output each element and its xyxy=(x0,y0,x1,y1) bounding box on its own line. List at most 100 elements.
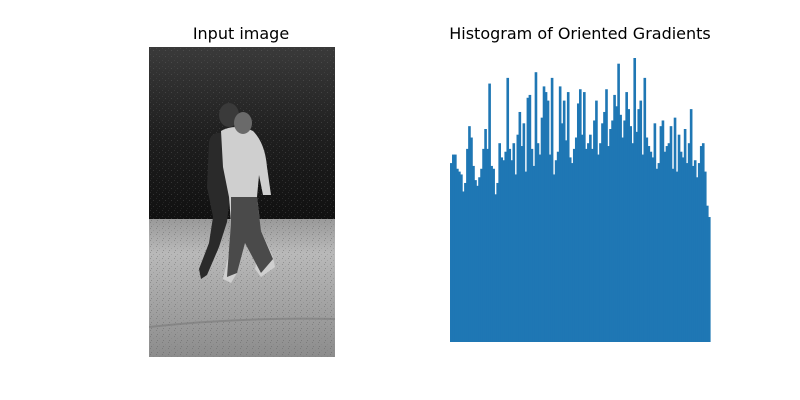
hog-bar xyxy=(705,205,709,342)
hog-bar xyxy=(500,157,504,342)
hog-bar xyxy=(651,157,655,342)
hog-bar xyxy=(691,165,695,342)
hog-bar xyxy=(532,165,536,342)
hog-bar xyxy=(593,120,596,342)
hog-bar xyxy=(538,154,542,342)
hog-bar xyxy=(542,86,546,343)
hog-bar xyxy=(578,89,582,343)
hog-bar xyxy=(617,63,620,343)
hog-bar xyxy=(699,146,703,342)
hog-bar xyxy=(581,134,584,342)
hog-bar xyxy=(599,143,602,342)
hog-bar xyxy=(665,146,669,342)
hog-plot xyxy=(450,58,711,343)
hog-bar xyxy=(625,92,628,342)
hog-bar xyxy=(562,100,566,342)
hog-bar xyxy=(591,148,594,342)
hog-bar xyxy=(687,143,691,342)
hog-bar xyxy=(601,123,604,342)
hog-bar xyxy=(635,131,639,342)
hog-bar xyxy=(609,129,612,342)
hog-bar xyxy=(570,163,574,342)
hog-bar xyxy=(701,143,705,342)
hog-bar xyxy=(518,111,522,343)
hog-bar xyxy=(613,94,616,342)
input-image xyxy=(149,47,335,357)
hog-bar xyxy=(633,58,637,342)
hog-bar xyxy=(583,92,586,342)
hog-bar xyxy=(629,126,632,342)
walking-people xyxy=(199,103,275,283)
hog-bar xyxy=(605,89,608,343)
hog-bar xyxy=(472,165,475,342)
hog-bar xyxy=(607,146,610,342)
hog-bar xyxy=(693,160,697,342)
hog-bar xyxy=(639,100,643,342)
hog-bar xyxy=(466,148,469,342)
hog-bar xyxy=(568,157,572,342)
hog-bar xyxy=(589,134,592,342)
hog-bar xyxy=(677,134,681,342)
hog-bar xyxy=(550,77,554,342)
hog-bar xyxy=(470,137,473,342)
hog-bar xyxy=(675,171,679,342)
hog-bar xyxy=(585,148,588,342)
hog-bar xyxy=(522,123,526,342)
hog-bar xyxy=(462,191,465,342)
hog-bar xyxy=(623,120,626,342)
hog-bar xyxy=(558,86,562,343)
hog-bar xyxy=(661,120,665,342)
hog-bar xyxy=(560,123,564,342)
hog-bar xyxy=(669,126,673,342)
hog-bar xyxy=(490,165,493,342)
hog-bar xyxy=(673,117,677,342)
hog-bars xyxy=(450,58,711,343)
hog-bar xyxy=(637,109,641,342)
hog-bar xyxy=(516,134,520,342)
hog-bar xyxy=(576,103,580,342)
hog-bar xyxy=(667,143,671,342)
hog-bar xyxy=(524,171,528,342)
hog-bar xyxy=(482,148,485,342)
hog-bar xyxy=(540,117,544,342)
hog-bar xyxy=(520,146,524,342)
hog-bar xyxy=(566,92,570,342)
hog-bar xyxy=(631,143,635,342)
hog-bar xyxy=(510,160,514,342)
hog-bar xyxy=(653,123,657,342)
hog-bar xyxy=(474,180,477,342)
hog-bar xyxy=(689,109,693,342)
hog-bar xyxy=(556,151,560,342)
hog-bar xyxy=(468,126,471,342)
hog-bar xyxy=(478,177,481,342)
hog-bar xyxy=(502,160,506,342)
hog-bar xyxy=(611,120,614,342)
hog-bar xyxy=(464,182,467,342)
hog-bar xyxy=(641,154,645,342)
hog-bar xyxy=(506,77,510,342)
hog-bar xyxy=(488,83,491,342)
hog-bar xyxy=(456,168,459,342)
hog-bar xyxy=(619,114,622,342)
hog-bar xyxy=(534,72,538,342)
hog-bar xyxy=(514,174,518,342)
hog-bar xyxy=(452,154,455,342)
input-image-title: Input image xyxy=(192,24,290,43)
hog-bar xyxy=(552,174,556,342)
hog-bar xyxy=(484,129,487,342)
hog-bar xyxy=(621,137,624,342)
hog-bar xyxy=(683,129,687,342)
hog-bar xyxy=(615,106,618,342)
hog-bar xyxy=(528,94,532,342)
hog-bar xyxy=(685,163,689,342)
hog-bar xyxy=(498,143,501,342)
hog-bar xyxy=(703,171,707,342)
hog-bar xyxy=(697,163,701,342)
hog-bar xyxy=(574,137,578,342)
hog-bar xyxy=(564,140,568,342)
hog-bar xyxy=(645,137,649,342)
hog-bar xyxy=(659,126,663,342)
hog-bar xyxy=(603,111,606,343)
hog-bar xyxy=(627,109,630,342)
hog-bar xyxy=(450,163,453,342)
